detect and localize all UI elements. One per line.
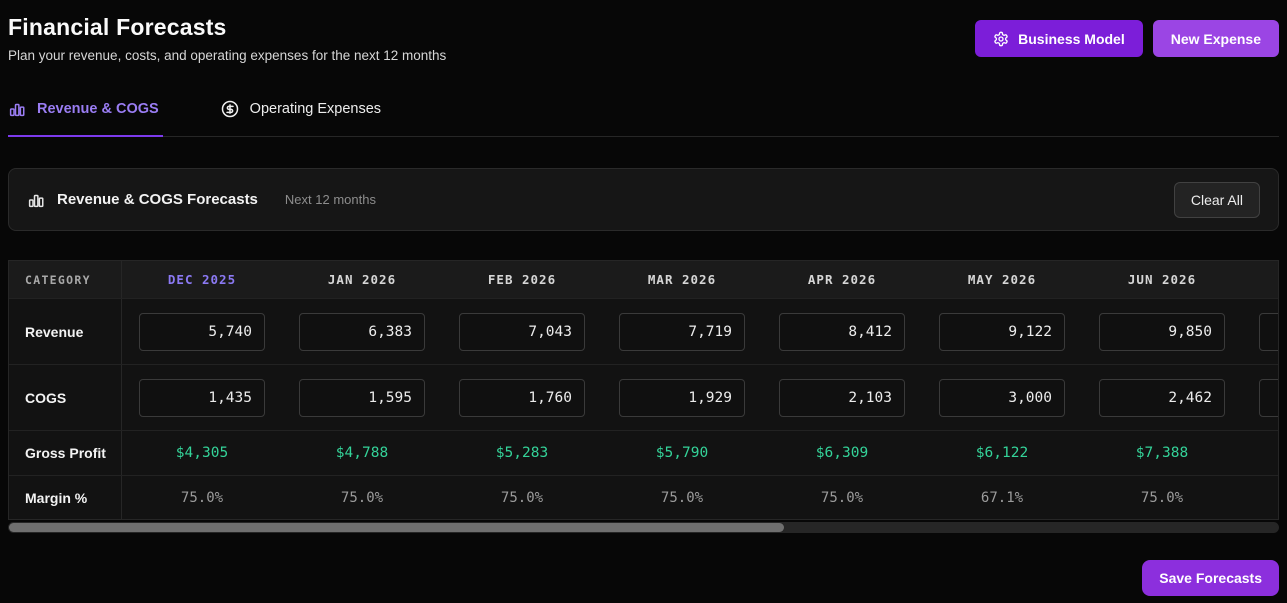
revenue-input-0[interactable] <box>139 312 265 351</box>
month-header-1: JAN 2026 <box>327 272 397 287</box>
gear-icon <box>993 31 1009 47</box>
revenue-input-2[interactable] <box>459 312 585 351</box>
table-header-row: CATEGORY DEC 2025 JAN 2026 FEB 2026 MAR 202… <box>9 261 1278 299</box>
header: Financial Forecasts Plan your revenue, c… <box>8 0 1279 63</box>
tab-operating-expenses[interactable]: Operating Expenses <box>221 90 385 137</box>
gross-profit-value-1: $4,788 <box>335 445 389 461</box>
margin-value-5: 67.1% <box>980 489 1024 506</box>
cogs-row-label: COGS <box>25 389 67 406</box>
business-model-label: Business Model <box>1018 30 1125 47</box>
business-model-button[interactable]: Business Model <box>975 20 1143 57</box>
panel-title: Revenue & COGS Forecasts <box>57 191 258 208</box>
cogs-input-2[interactable] <box>459 378 585 417</box>
month-headers: DEC 2025 JAN 2026 FEB 2026 MAR 2026 APR 2026… <box>122 261 1278 298</box>
tab-bar: Revenue & COGS Operating Expenses <box>8 90 1279 137</box>
revenue-input-3[interactable] <box>619 312 745 351</box>
revenue-input-1[interactable] <box>299 312 425 351</box>
bar-chart-icon <box>27 191 45 209</box>
tab-revenue-cogs-label: Revenue & COGS <box>37 101 159 117</box>
margin-row-label: Margin % <box>25 489 88 506</box>
month-header-4: APR 2026 <box>807 272 877 287</box>
revenue-row: Revenue <box>9 299 1278 365</box>
cogs-input-partial[interactable] <box>1259 378 1278 417</box>
header-titles: Financial Forecasts Plan your revenue, c… <box>8 14 446 63</box>
margin-value-0: 75.0% <box>180 489 224 506</box>
horizontal-scrollbar-thumb[interactable] <box>9 523 785 532</box>
horizontal-scrollbar-track[interactable] <box>8 522 1279 533</box>
panel-subtitle: Next 12 months <box>284 192 376 207</box>
tab-operating-expenses-label: Operating Expenses <box>249 101 382 117</box>
revenue-input-4[interactable] <box>779 312 905 351</box>
margin-value-3: 75.0% <box>660 489 704 506</box>
page-subtitle: Plan your revenue, costs, and operating … <box>8 48 447 63</box>
month-header-2: FEB 2026 <box>487 272 557 287</box>
revenue-row-label: Revenue <box>25 323 84 340</box>
gross-profit-row: Gross Profit $4,305 $4,788 $5,283 $5,790 $6,… <box>9 431 1278 476</box>
clear-all-button[interactable]: Clear All <box>1173 181 1260 218</box>
page-title: Financial Forecasts <box>8 14 227 40</box>
cogs-input-1[interactable] <box>299 378 425 417</box>
margin-value-6: 75.0% <box>1140 489 1184 506</box>
category-column-header: CATEGORY <box>25 272 91 287</box>
month-header-0: DEC 2025 <box>167 272 237 287</box>
margin-value-4: 75.0% <box>820 489 864 506</box>
gross-profit-value-3: $5,790 <box>655 445 709 461</box>
header-actions: Business Model New Expense <box>975 14 1279 57</box>
new-expense-button[interactable]: New Expense <box>1152 20 1279 57</box>
month-header-6: JUN 2026 <box>1127 272 1197 287</box>
footer: Save Forecasts <box>8 560 1279 596</box>
cogs-row: COGS <box>9 365 1278 431</box>
cogs-input-4[interactable] <box>779 378 905 417</box>
new-expense-label: New Expense <box>1170 30 1261 47</box>
gross-profit-value-5: $6,122 <box>975 445 1029 461</box>
gross-profit-value-6: $7,388 <box>1135 445 1189 461</box>
gross-profit-row-label: Gross Profit <box>25 445 106 461</box>
dollar-circle-icon <box>221 100 239 118</box>
revenue-input-5[interactable] <box>939 312 1065 351</box>
margin-value-2: 75.0% <box>500 489 544 506</box>
gross-profit-value-4: $6,309 <box>815 445 869 461</box>
revenue-input-partial[interactable] <box>1259 312 1278 351</box>
cogs-input-3[interactable] <box>619 378 745 417</box>
margin-row: Margin % 75.0% 75.0% 75.0% 75.0% 75.0% 67.1% 7… <box>9 476 1278 519</box>
save-forecasts-button[interactable]: Save Forecasts <box>1142 560 1279 596</box>
cogs-input-5[interactable] <box>939 378 1065 417</box>
bar-chart-icon <box>8 100 26 118</box>
cogs-input-6[interactable] <box>1099 378 1225 417</box>
cogs-input-0[interactable] <box>139 378 265 417</box>
revenue-input-6[interactable] <box>1099 312 1225 351</box>
forecasts-panel-header: Revenue & COGS Forecasts Next 12 months … <box>8 168 1279 231</box>
gross-profit-value-2: $5,283 <box>495 445 549 461</box>
tab-revenue-cogs[interactable]: Revenue & COGS <box>8 90 163 137</box>
gross-profit-value-0: $4,305 <box>175 445 229 461</box>
forecast-table: CATEGORY DEC 2025 JAN 2026 FEB 2026 MAR 202… <box>8 260 1279 520</box>
month-header-5: MAY 2026 <box>967 272 1037 287</box>
month-header-3: MAR 2026 <box>647 272 717 287</box>
margin-value-1: 75.0% <box>340 489 384 506</box>
